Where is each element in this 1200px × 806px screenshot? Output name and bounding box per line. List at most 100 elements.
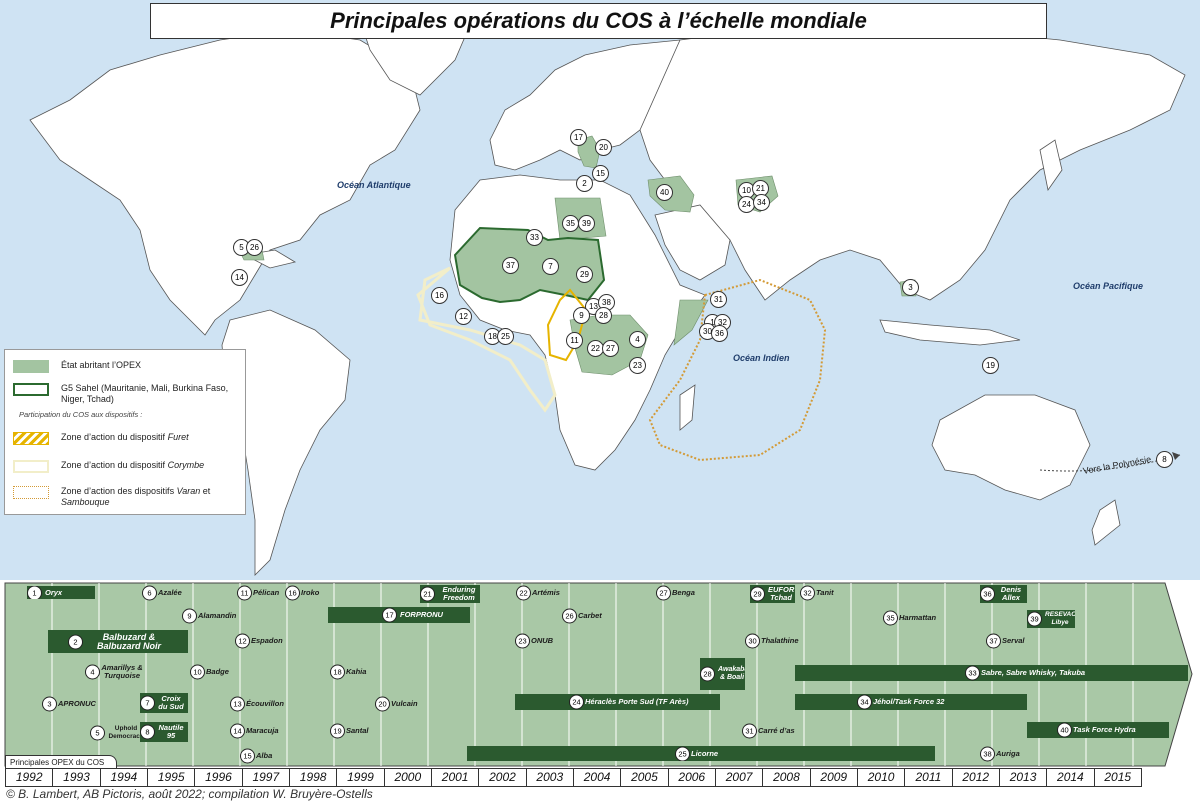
map-marker[interactable]: 16 <box>431 287 448 304</box>
year-label: 1994 <box>101 769 148 786</box>
map-marker[interactable]: 40 <box>656 184 673 201</box>
map-marker[interactable]: 9 <box>573 307 590 324</box>
map-marker[interactable]: 27 <box>602 340 619 357</box>
opex-djibouti-somalia <box>673 299 709 346</box>
operation-item[interactable]: 27 Benga <box>656 585 695 600</box>
map-marker[interactable]: 11 <box>566 332 583 349</box>
map-marker[interactable]: 33 <box>526 229 543 246</box>
map-marker[interactable]: 25 <box>497 328 514 345</box>
legend-varan-label: Zone d’action des dispositifs Varan et S… <box>61 486 211 507</box>
operation-item[interactable]: 19 Santal <box>330 723 369 738</box>
operation-item[interactable]: 3 APRONUC <box>42 696 96 711</box>
operation-bar[interactable]: 33 Sabre, Sabre Whisky, Takuba <box>795 665 1188 681</box>
map-marker[interactable]: 23 <box>629 357 646 374</box>
operation-bar[interactable]: 28Awakaba & Boali <box>700 658 745 690</box>
legend-furet-label: Zone d’action du dispositif Furet <box>61 432 189 442</box>
operation-item[interactable]: 5 Uphold Democracy <box>90 722 146 744</box>
map-marker[interactable]: 24 <box>738 196 755 213</box>
map-marker[interactable]: 39 <box>578 215 595 232</box>
operation-item[interactable]: 26 Carbet <box>562 608 602 623</box>
timeline-tab-label: Principales OPEX du COS <box>5 755 118 769</box>
operation-bar[interactable]: 21 Enduring Freedom <box>420 585 480 603</box>
year-label: 2003 <box>527 769 574 786</box>
operation-bar[interactable]: 39 RESEVAC Libye <box>1027 610 1075 628</box>
operation-item[interactable]: 20 Vulcain <box>375 696 418 711</box>
operation-item[interactable]: 12 Espadon <box>235 633 283 648</box>
map-marker[interactable]: 34 <box>753 194 770 211</box>
year-label: 2002 <box>479 769 527 786</box>
varan-swatch <box>13 486 49 499</box>
map-legend: État abritant l’OPEX G5 Sahel (Mauritani… <box>4 349 246 515</box>
year-label: 2008 <box>763 769 811 786</box>
operation-item[interactable]: 30 Thalathine <box>745 633 799 648</box>
timeline-arrow <box>4 582 1193 767</box>
australia <box>931 394 1091 501</box>
operation-item[interactable]: 16 Iroko <box>285 585 319 600</box>
map-marker[interactable]: 18 <box>484 328 501 345</box>
map-marker[interactable]: 7 <box>542 258 559 275</box>
operation-bar[interactable]: 29 EUFOR Tchad <box>750 585 795 603</box>
year-label: 1993 <box>53 769 101 786</box>
operation-item[interactable]: 37 Serval <box>986 633 1025 648</box>
map-marker[interactable]: 8 <box>1156 451 1173 468</box>
operation-bar[interactable]: 7 Croix du Sud <box>140 693 188 713</box>
map-marker[interactable]: 29 <box>576 266 593 283</box>
map-marker[interactable]: 12 <box>455 308 472 325</box>
map-marker[interactable]: 17 <box>570 129 587 146</box>
operation-item[interactable]: 32 Tanit <box>800 585 834 600</box>
operation-bar[interactable]: 1 Oryx <box>27 586 95 599</box>
operation-item[interactable]: 11 Pélican <box>237 585 279 600</box>
operation-item[interactable]: 9 Alamandin <box>182 608 236 623</box>
map-marker[interactable]: 21 <box>752 180 769 197</box>
year-label: 1997 <box>243 769 290 786</box>
map-marker[interactable]: 15 <box>592 165 609 182</box>
ocean-pacific-label: Océan Pacifique <box>1073 281 1144 291</box>
year-label: 2011 <box>905 769 953 786</box>
operation-item[interactable]: 35 Harmattan <box>883 610 936 625</box>
g5-swatch <box>13 383 49 396</box>
operation-item[interactable]: 6 Azalée <box>142 585 182 600</box>
operation-item[interactable]: 38 Auriga <box>980 746 1020 761</box>
map-marker[interactable]: 37 <box>502 257 519 274</box>
map-marker[interactable]: 31 <box>710 291 727 308</box>
arabia <box>654 204 731 281</box>
map-marker[interactable]: 14 <box>231 269 248 286</box>
corymbe-zone <box>416 266 557 413</box>
legend-opex: État abritant l’OPEX <box>13 360 141 373</box>
map-marker[interactable]: 2 <box>576 175 593 192</box>
operation-item[interactable]: 18 Kahia <box>330 664 366 679</box>
map-marker[interactable]: 20 <box>595 139 612 156</box>
continents <box>29 9 1186 576</box>
operation-bar[interactable]: 17 FORPRONU <box>328 607 470 623</box>
operation-item[interactable]: 13 Écouvillon <box>230 696 284 711</box>
map-marker[interactable]: 26 <box>246 239 263 256</box>
operation-item[interactable]: 15 Alba <box>240 748 272 763</box>
map-marker[interactable]: 36 <box>711 325 728 342</box>
operation-item[interactable]: 23 ONUB <box>515 633 553 648</box>
year-label: 2006 <box>669 769 716 786</box>
legend-participation-label: Participation du COS aux dispositifs : <box>19 410 143 419</box>
map-marker[interactable]: 28 <box>595 307 612 324</box>
map-marker[interactable]: 4 <box>629 331 646 348</box>
operation-item[interactable]: 4 Amarillys & Turquoise <box>85 663 143 681</box>
operation-item[interactable]: 22 Artémis <box>516 585 560 600</box>
operation-bar[interactable]: 24 Héraclès Porte Sud (TF Arès) <box>515 694 720 710</box>
legend-corymbe: Zone d’action du dispositif Corymbe <box>13 460 204 473</box>
operation-item[interactable]: 31 Carré d’as <box>742 723 795 738</box>
ocean-atlantic-label: Océan Atlantique <box>337 180 411 190</box>
map-marker[interactable]: 3 <box>902 279 919 296</box>
legend-furet: Zone d’action du dispositif Furet <box>13 432 189 445</box>
map-marker[interactable]: 19 <box>982 357 999 374</box>
operation-bar[interactable]: 8 Nautile 95 <box>140 722 188 742</box>
operation-bar[interactable]: 34 Jéhol/Task Force 32 <box>795 694 1027 710</box>
operation-bar[interactable]: 25 Licorne <box>467 746 935 761</box>
operation-bar[interactable]: 36 Denis Allex <box>980 585 1027 603</box>
operation-item[interactable]: 10 Badge <box>190 664 229 679</box>
year-label: 2012 <box>953 769 1000 786</box>
opex-swatch <box>13 360 49 373</box>
map-marker[interactable]: 35 <box>562 215 579 232</box>
operation-bar[interactable]: 2 Balbuzard & Balbuzard Noir <box>48 630 188 653</box>
operation-item[interactable]: 14 Maracuja <box>230 723 279 738</box>
operation-bar[interactable]: 40 Task Force Hydra <box>1027 722 1169 738</box>
